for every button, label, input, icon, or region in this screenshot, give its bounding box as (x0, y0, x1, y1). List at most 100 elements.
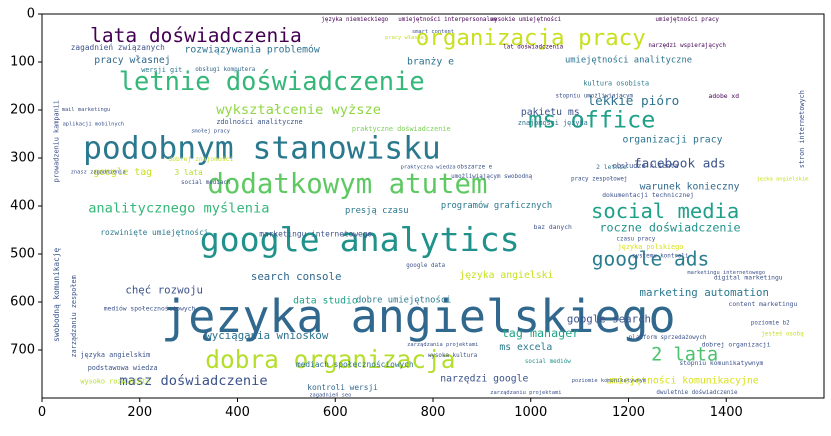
x-tick-label-7: 1400 (710, 405, 743, 420)
word-91: google data (406, 263, 445, 269)
word-46: wersji git (141, 66, 182, 74)
word-68: znasz zagadnienia (71, 169, 126, 175)
y-tick-label-3: 300 (10, 151, 35, 166)
word-66: zarządzaniu zespołem (70, 275, 78, 357)
word-8: ms office (528, 106, 655, 134)
word-100: aplikacji mobilnych (63, 121, 125, 127)
word-93: pracy zespołowej (571, 177, 627, 183)
x-tick-label-6: 1200 (612, 405, 645, 420)
x-tick-label-2: 400 (225, 405, 250, 420)
word-36: marketingu internetowego (259, 229, 372, 238)
word-92: umożliwiającym swobodną (451, 174, 533, 180)
word-62: lat doświadczenia (503, 44, 563, 51)
word-layer: języka angielskiego google analytics podob… (52, 16, 809, 399)
word-60: języka niemieckiego (321, 17, 388, 23)
word-55: dokumentacji technicznej (602, 192, 694, 199)
y-axis: 0 100 200 300 400 500 600 700 (10, 7, 42, 358)
word-30: chęć rozwoju (125, 284, 203, 297)
word-24: google search (567, 312, 651, 325)
word-7: lata doświadczenia (90, 24, 302, 47)
word-23: tag manager (502, 326, 580, 340)
word-17: organizacji pracy (623, 134, 723, 145)
word-72: digital marketingu (714, 275, 783, 282)
y-tick-label-6: 600 (10, 295, 35, 310)
word-5: dobra organizacja (205, 345, 455, 374)
word-6: organizacja pracy (416, 25, 646, 51)
word-28: search console (251, 270, 342, 283)
y-tick-label-5: 500 (10, 247, 35, 262)
word-47: obsługi komputera (195, 67, 255, 73)
word-0: języka angielskiego (161, 290, 675, 343)
word-67: stron internetowych (798, 90, 806, 168)
word-21: rozwiązywania problemów (185, 44, 320, 56)
word-22: pracy własnej (94, 55, 170, 66)
word-32: dobre umiejętności (356, 295, 451, 306)
word-71: czasu pracy (616, 237, 655, 243)
word-102: stopniu umożliwiającym (555, 94, 633, 100)
word-101: smołej pracy (191, 129, 231, 135)
y-tick-label-1: 100 (10, 55, 35, 70)
word-69: języka polskiego (618, 243, 684, 251)
word-38: narzędzi google (440, 373, 528, 384)
word-103: marketingu internetowego (687, 270, 765, 276)
word-79: jęzka angielskim (757, 177, 809, 183)
word-86: zagadnień seo (309, 392, 351, 399)
word-40: kontroli wersji (307, 383, 378, 392)
word-27: ms excela (499, 342, 552, 353)
x-tick-label-0: 0 (38, 405, 46, 420)
word-25: marketing automation (640, 286, 769, 299)
word-63: narzędzi wspierających (648, 43, 726, 49)
word-37: rozwinięte umiejętności (100, 227, 208, 237)
word-43: umiejętności analityczne (565, 55, 692, 66)
word-83: języka angielskim (80, 351, 150, 359)
word-44: branży e (407, 57, 454, 68)
word-73: content marketingu (729, 301, 798, 308)
word-77: dwuletnie doświadczenie (656, 389, 738, 396)
word-56: dobrej znajomości (168, 155, 233, 163)
word-65: swobodną komunikację (52, 247, 61, 341)
word-95: praktyczna wiedza (401, 165, 456, 171)
word-81: social mediów (525, 358, 571, 365)
word-75: dobrej organizacji (702, 342, 771, 349)
word-61: umiejętności interpersonalne (398, 16, 497, 23)
x-tick-label-5: 1000 (514, 405, 547, 420)
word-58: wysokie umiejętności (491, 16, 562, 23)
word-29: języka angielski (459, 270, 553, 281)
word-51: znajomości języka (518, 119, 588, 127)
x-axis: 0 200 400 600 800 1000 1200 1400 (38, 398, 743, 420)
x-tick-label-3: 600 (323, 405, 348, 420)
y-tick-label-2: 200 (10, 103, 35, 118)
word-35: presją czasu (345, 206, 409, 216)
word-52: adobe xd (709, 93, 740, 100)
word-78: jesteś osobą (761, 331, 804, 338)
y-tick-label-4: 400 (10, 199, 35, 214)
word-20: umiejętności komunikacyjne (606, 375, 759, 387)
word-98: pracy własnej (385, 35, 427, 41)
word-41: google tag (93, 167, 152, 178)
word-54: obsłudze klienta (613, 162, 679, 170)
word-82: platform sprzedażowych (629, 335, 707, 341)
y-tick-label-0: 0 (27, 7, 35, 22)
word-90: baz danych (534, 224, 572, 231)
word-14: masz doświadczenie (119, 373, 267, 389)
word-70: systemu kontroli (632, 253, 689, 259)
word-16: lekkie pióro (587, 93, 679, 108)
word-57: social mediach (181, 180, 230, 186)
word-99: mail marketingu (62, 107, 111, 113)
word-64: prowadzeniu kampanii (53, 100, 61, 182)
word-26: wyciągania wniosków (205, 329, 328, 342)
word-39: mediach społecznościowych (296, 359, 414, 369)
word-3: letnie doświadczenie (119, 66, 425, 96)
word-87: zarządzania projektami (407, 342, 478, 348)
word-9: social media (591, 199, 739, 223)
word-15: facebook ads (634, 155, 726, 170)
word-49: zdolności analityczne (216, 118, 302, 126)
x-tick-label-1: 200 (127, 405, 152, 420)
word-59: umiejętności pracy (655, 16, 719, 23)
word-4: dodatkowym atutem (207, 169, 487, 200)
word-13: analitycznego myślenia (88, 200, 269, 216)
word-80: wysoka kultura (428, 353, 478, 359)
word-50: praktyczne doświadczenie (352, 125, 451, 133)
word-34: programów graficznych (441, 200, 552, 211)
